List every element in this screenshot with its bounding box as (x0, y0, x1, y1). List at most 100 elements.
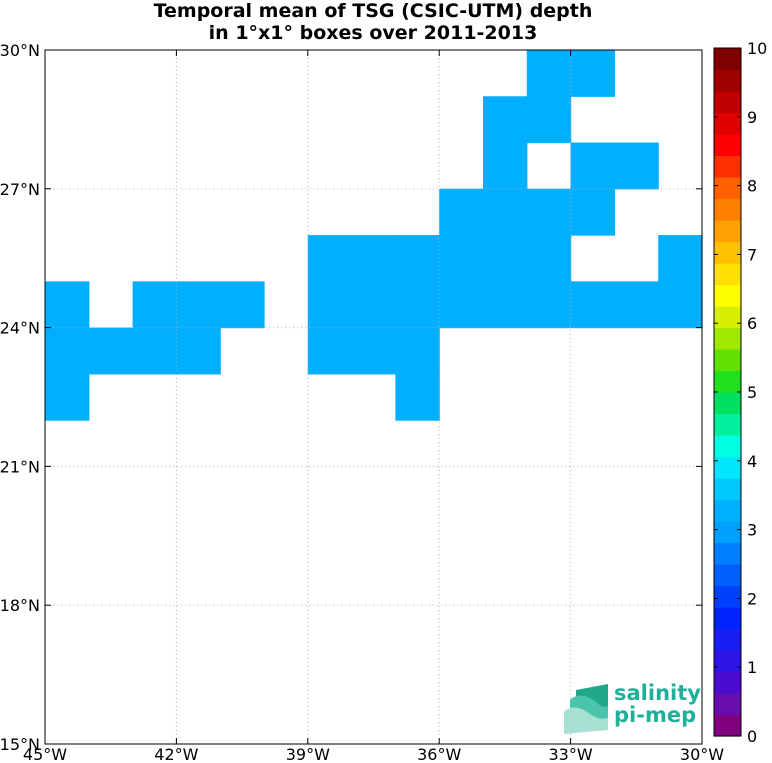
colorbar-segment (714, 349, 741, 372)
heatmap-cell (658, 281, 703, 329)
colorbar-segment (714, 91, 741, 114)
colorbar-tick-label: 0 (747, 727, 757, 746)
plot-frame (44, 49, 703, 745)
colorbar-segment (714, 693, 741, 716)
y-tick-label: 27°N (0, 180, 40, 199)
x-tick-label: 30°W (680, 745, 724, 763)
x-tick-label: 33°W (549, 745, 593, 763)
heatmap-cell (220, 281, 265, 329)
heatmap-cell (483, 142, 528, 190)
heatmap-cell (526, 281, 572, 329)
heatmap-cell (88, 327, 134, 375)
heatmap-cell (439, 188, 484, 236)
colorbar-segment (714, 220, 741, 243)
colorbar-segment (714, 48, 741, 71)
colorbar-tick-label: 3 (747, 521, 757, 540)
heatmap-cell (176, 327, 221, 375)
chart-title-line1: Temporal mean of TSG (CSIC-UTM) depth (153, 0, 593, 22)
colorbar-segment (714, 306, 741, 329)
x-tick-label: 36°W (417, 745, 461, 763)
colorbar-segment (714, 478, 741, 501)
colorbar-segment (714, 521, 741, 544)
heatmap-cell (570, 50, 615, 97)
colorbar-segment (714, 456, 741, 479)
colorbar-segment (714, 198, 741, 221)
colorbar-tick-label: 7 (747, 245, 757, 264)
heatmap-cell (307, 235, 353, 282)
colorbar-tick-label: 2 (747, 589, 757, 608)
heatmap-cell (351, 235, 396, 282)
heatmap-cell (395, 235, 440, 282)
y-tick-label: 21°N (0, 457, 40, 476)
colorbar-tick-label: 9 (747, 108, 757, 127)
colorbar-segment (714, 650, 741, 673)
x-tick-label: 42°W (154, 745, 198, 763)
heatmap-cell (570, 188, 615, 236)
y-tick-label: 24°N (0, 319, 40, 338)
colorbar-tick-label: 10 (747, 39, 767, 58)
colorbar-segment (714, 177, 741, 200)
colorbar-segment (714, 435, 741, 458)
heatmap-cell (526, 188, 572, 236)
y-tick-label: 15°N (0, 735, 40, 754)
heatmap-cell (307, 281, 353, 329)
y-tick-label: 18°N (0, 596, 40, 615)
heatmap-cell (483, 281, 528, 329)
colorbar-segment (714, 155, 741, 178)
colorbar-segment (714, 585, 741, 608)
heatmap-cell (439, 235, 484, 282)
colorbar-segment (714, 413, 741, 436)
colorbar-segment (714, 112, 741, 135)
heatmap-cell (526, 50, 572, 97)
colorbar-tick-label: 4 (747, 452, 757, 471)
colorbar-segment (714, 607, 741, 630)
logo-text-line2: pi-mep (614, 703, 697, 727)
heatmap-cell (526, 235, 572, 282)
colorbar-tick-label: 5 (747, 383, 757, 402)
heatmap-cell (614, 281, 659, 329)
colorbar-segment (714, 392, 741, 415)
logo-text-line1: salinity (614, 681, 701, 705)
heatmap-cell (395, 281, 440, 329)
y-tick-label: 30°N (0, 41, 40, 60)
heatmap-cell (45, 373, 90, 421)
heatmap-cell (176, 281, 221, 329)
colorbar-segment (714, 542, 741, 565)
heatmap-cell (395, 373, 440, 421)
colorbar-segment (714, 714, 741, 737)
x-tick-label: 45°W (23, 745, 67, 763)
x-tick-label: 39°W (286, 745, 330, 763)
colorbar-segment (714, 564, 741, 587)
colorbar-tick-label: 1 (747, 658, 757, 677)
colorbar-segment (714, 499, 741, 522)
chart-title: Temporal mean of TSG (CSIC-UTM) depth in… (45, 0, 701, 44)
heatmap-cell (351, 327, 396, 375)
colorbar-segment (714, 671, 741, 694)
logo-wave-icon (564, 684, 608, 734)
colorbar-segment (714, 241, 741, 264)
colorbar-segment (714, 263, 741, 286)
heatmap-cell (658, 235, 703, 282)
heatmap-cell (570, 281, 615, 329)
salinity-pi-mep-logo: salinity pi-mep (562, 682, 702, 734)
colorbar-segment (714, 628, 741, 651)
heatmap-cell (132, 327, 177, 375)
colorbar-segment (714, 69, 741, 92)
colorbar-segment (714, 327, 741, 350)
heatmap-cell (439, 281, 484, 329)
colorbar-tick-label: 6 (747, 314, 757, 333)
heatmap-cell (483, 188, 528, 236)
colorbar-segment (714, 284, 741, 307)
heatmap-cell (132, 281, 177, 329)
heatmap-cell (307, 327, 353, 375)
heatmap-cell (45, 327, 90, 375)
heatmap-cell (614, 142, 659, 190)
heatmap-cell (483, 96, 528, 144)
heatmap-cell (395, 327, 440, 375)
heatmap-cell (45, 281, 90, 329)
colorbar-segment (714, 134, 741, 157)
chart-title-line2: in 1°x1° boxes over 2011-2013 (208, 22, 538, 44)
heatmap-cell (483, 235, 528, 282)
heatmap-cell (570, 142, 615, 190)
